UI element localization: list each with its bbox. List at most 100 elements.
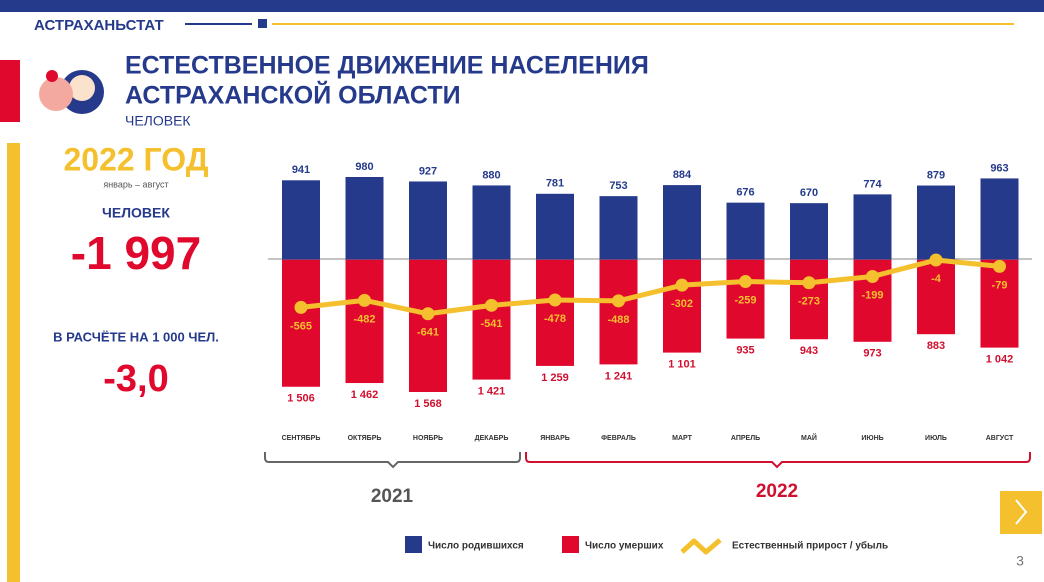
summary-per-label: В РАСЧЁТЕ НА 1 000 ЧЕЛ.: [53, 329, 219, 344]
legend-swatch: [562, 536, 579, 553]
bar: [917, 259, 955, 335]
x-tick-label: АПРЕЛЬ: [731, 435, 760, 442]
summary-total: -1 997: [71, 227, 201, 279]
legend-label: Число умерших: [585, 541, 664, 552]
bar: [536, 259, 574, 366]
line-point: [485, 298, 498, 312]
bar: [917, 185, 955, 260]
x-tick-label: НОЯБРЬ: [413, 435, 443, 442]
side-accent: [0, 60, 20, 122]
bar: [409, 181, 447, 260]
bar: [790, 203, 828, 260]
page-number: 3: [1016, 553, 1024, 569]
x-tick-label: ИЮНЬ: [861, 435, 883, 442]
value-label: 1 421: [478, 385, 506, 397]
summary-per-value: -3,0: [103, 358, 168, 400]
value-label: 880: [482, 169, 500, 181]
x-tick-label: МАРТ: [672, 435, 692, 442]
x-tick-label: ЯНВАРЬ: [540, 435, 570, 442]
year-label: 2021: [371, 486, 414, 507]
line-point: [421, 307, 435, 321]
bar: [599, 196, 638, 260]
line-point: [548, 293, 562, 307]
side-accent: [7, 143, 20, 582]
bar: [472, 259, 511, 380]
x-tick-label: ДЕКАБРЬ: [475, 435, 509, 442]
value-label: 1 241: [605, 370, 633, 382]
bar: [980, 178, 1019, 260]
line-label: -482: [353, 313, 375, 325]
line-point: [866, 269, 879, 283]
value-label: 980: [355, 161, 373, 173]
line-label: -199: [861, 289, 883, 301]
line-point: [358, 293, 371, 307]
bar: [599, 259, 638, 365]
next-button[interactable]: [1000, 491, 1042, 534]
subtitle: ЧЕЛОВЕК: [125, 113, 191, 129]
bar: [726, 259, 765, 339]
year-bracket: [264, 452, 521, 469]
line-point: [929, 253, 943, 267]
value-label: 943: [800, 345, 818, 357]
bar: [282, 259, 320, 387]
header-square: [258, 19, 267, 28]
line-point: [675, 278, 689, 292]
line-point: [294, 300, 308, 314]
title: АСТРАХАНСКОЙ ОБЛАСТИ: [125, 80, 461, 110]
value-label: 884: [673, 169, 692, 181]
bar: [409, 259, 447, 392]
x-tick-label: СЕНТЯБРЬ: [282, 435, 321, 442]
line-label: -478: [544, 313, 566, 325]
line-label: -302: [671, 298, 693, 310]
line-label: -488: [607, 314, 629, 326]
value-label: 1 259: [541, 372, 569, 384]
value-label: 963: [990, 162, 1008, 174]
summary-year: 2022 ГОД: [63, 141, 208, 177]
value-label: 1 506: [287, 393, 315, 405]
line-point: [802, 276, 816, 290]
legend-label: Естественный прирост / убыль: [732, 540, 888, 552]
value-label: 927: [419, 165, 437, 177]
summary-period: январь – август: [103, 179, 168, 189]
summary-unit: ЧЕЛОВЕК: [102, 205, 170, 221]
x-tick-label: ИЮЛЬ: [925, 435, 947, 442]
people-icon: [39, 70, 104, 114]
value-label: 670: [800, 187, 818, 199]
line-label: -641: [417, 327, 439, 339]
bar: [663, 259, 701, 353]
line-label: -79: [992, 279, 1008, 291]
year-label: 2022: [756, 481, 798, 502]
x-tick-label: МАЙ: [801, 433, 817, 442]
x-tick-label: АВГУСТ: [986, 435, 1014, 442]
org-name: АСТРАХАНЬСТАТ: [34, 17, 164, 34]
bar: [472, 185, 511, 260]
bar: [345, 177, 384, 260]
value-label: 879: [927, 169, 945, 181]
bar: [853, 194, 892, 260]
bar: [726, 202, 765, 260]
value-label: 774: [863, 178, 882, 190]
value-label: 1 101: [668, 358, 696, 370]
line-label: -273: [798, 296, 820, 308]
value-label: 935: [736, 344, 754, 356]
bar: [345, 259, 384, 384]
x-tick-label: ФЕВРАЛЬ: [601, 435, 636, 442]
line-point: [739, 275, 752, 289]
line: [300, 257, 1000, 317]
year-bracket: [525, 452, 1031, 469]
top-band: [0, 0, 1044, 12]
line-label: -259: [734, 294, 756, 306]
next-arrow: [1015, 499, 1028, 525]
value-label: 781: [546, 178, 564, 190]
line-label: -541: [480, 318, 502, 330]
line-label: -4: [931, 273, 942, 285]
value-label: 676: [736, 187, 754, 199]
x-tick-label: ОКТЯБРЬ: [348, 435, 382, 442]
value-label: 1 042: [986, 354, 1014, 366]
line-label: -565: [290, 320, 312, 332]
legend-label: Число родившихся: [428, 541, 524, 552]
value-label: 1 462: [351, 389, 379, 401]
bar: [790, 259, 828, 340]
value-label: 753: [609, 180, 627, 192]
